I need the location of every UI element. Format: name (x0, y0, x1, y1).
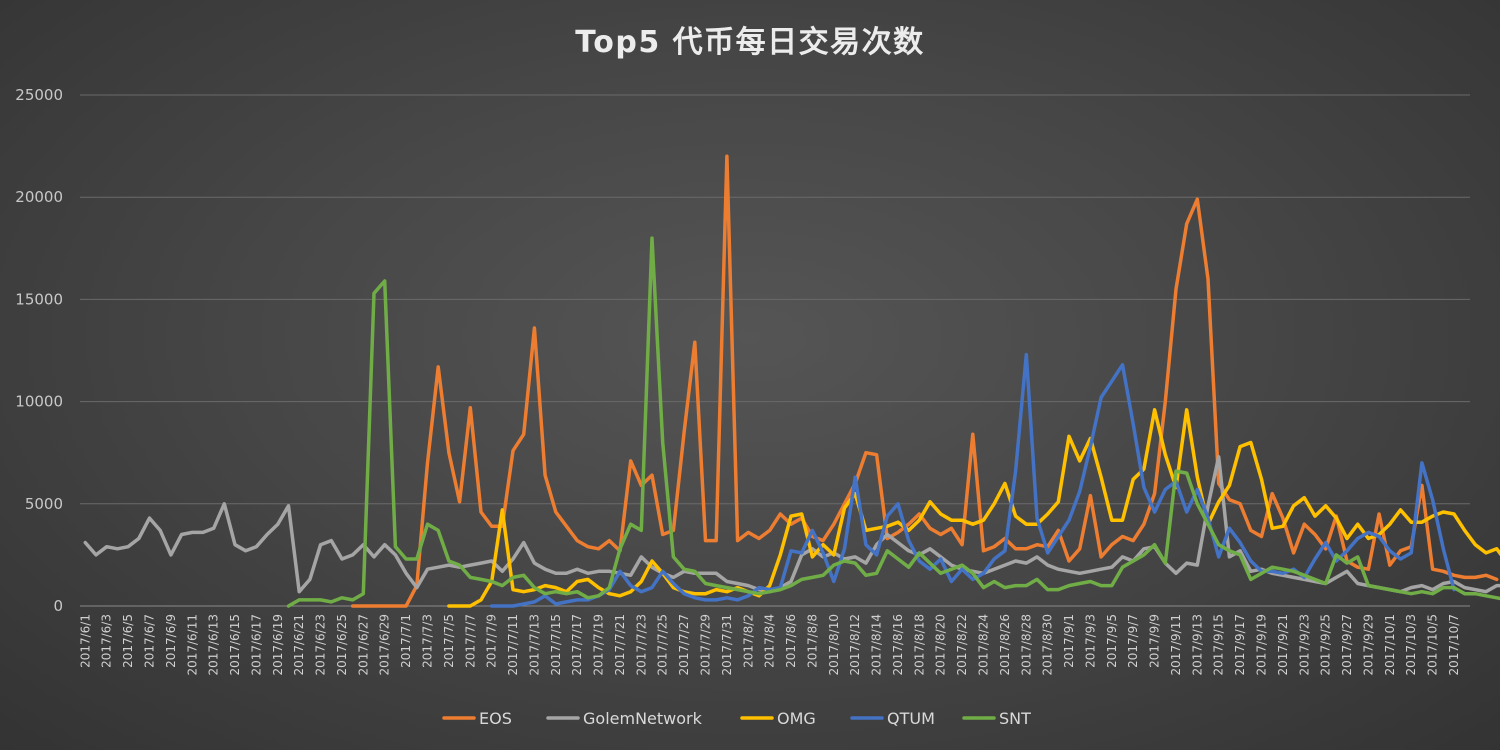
y-tick-label: 20000 (15, 188, 63, 206)
y-tick-label: 10000 (15, 393, 63, 411)
x-tick-label: 2017/10/5 (1426, 614, 1440, 676)
x-tick-label: 2017/6/15 (228, 614, 242, 676)
x-tick-label: 2017/8/26 (998, 614, 1012, 676)
x-tick-label: 2017/8/28 (1019, 614, 1033, 676)
x-tick-label: 2017/8/10 (827, 614, 841, 676)
x-tick-label: 2017/9/7 (1126, 614, 1140, 668)
x-tick-label: 2017/9/17 (1233, 614, 1247, 676)
legend-label: SNT (999, 709, 1031, 728)
y-tick-label: 5000 (25, 495, 63, 513)
x-tick-label: 2017/7/25 (656, 614, 670, 676)
x-tick-label: 2017/7/5 (442, 614, 456, 668)
x-tick-label: 2017/9/3 (1083, 614, 1097, 668)
x-tick-label: 2017/6/21 (292, 614, 306, 676)
x-tick-label: 2017/9/23 (1297, 614, 1311, 676)
x-tick-label: 2017/8/24 (977, 614, 991, 676)
series-line-snt (286, 236, 1500, 608)
x-tick-label: 2017/7/11 (506, 614, 520, 676)
legend: EOS GolemNetwork OMG QTUM SNT (442, 709, 1031, 728)
x-tick-label: 2017/9/5 (1105, 614, 1119, 668)
x-tick-label: 2017/6/7 (143, 614, 157, 668)
x-tick-label: 2017/8/22 (955, 614, 969, 676)
x-tick-label: 2017/7/31 (720, 614, 734, 676)
legend-label: OMG (777, 709, 816, 728)
x-tick-label: 2017/7/29 (699, 614, 713, 676)
x-tick-label: 2017/6/11 (185, 614, 199, 676)
x-tick-label: 2017/6/23 (314, 614, 328, 676)
x-tick-label: 2017/8/16 (891, 614, 905, 676)
x-tick-label: 2017/8/2 (741, 614, 755, 668)
y-tick-label: 15000 (15, 290, 63, 308)
x-tick-label: 2017/9/27 (1340, 614, 1354, 676)
legend-label: QTUM (887, 709, 935, 728)
x-tick-label: 2017/9/1 (1062, 614, 1076, 668)
series-line-eos (350, 154, 1499, 608)
x-tick-label: 2017/6/27 (356, 614, 370, 676)
x-tick-label: 2017/7/19 (592, 614, 606, 676)
x-tick-label: 2017/6/25 (335, 614, 349, 676)
x-tick-label: 2017/6/3 (100, 614, 114, 668)
x-tick-label: 2017/8/8 (805, 614, 819, 668)
x-tick-label: 2017/9/29 (1361, 614, 1375, 676)
legend-label: EOS (479, 709, 512, 728)
x-tick-label: 2017/6/13 (207, 614, 221, 676)
y-tick-label: 25000 (15, 86, 63, 104)
legend-label: GolemNetwork (583, 709, 703, 728)
x-tick-label: 2017/6/19 (271, 614, 285, 676)
x-tick-label: 2017/6/9 (164, 614, 178, 668)
x-tick-label: 2017/6/17 (249, 614, 263, 676)
x-tick-label: 2017/9/9 (1148, 614, 1162, 668)
x-tick-label: 2017/9/19 (1255, 614, 1269, 676)
x-tick-label: 2017/7/1 (399, 614, 413, 668)
x-tick-label: 2017/7/7 (463, 614, 477, 668)
x-tick-label: 2017/9/13 (1190, 614, 1204, 676)
x-tick-label: 2017/9/15 (1212, 614, 1226, 676)
x-tick-label: 2017/7/15 (549, 614, 563, 676)
x-tick-label: 2017/6/1 (78, 614, 92, 668)
series-line-omg (447, 408, 1500, 608)
y-tick-label: 0 (53, 597, 63, 615)
x-tick-label: 2017/7/23 (634, 614, 648, 676)
x-tick-label: 2017/7/13 (527, 614, 541, 676)
x-tick-label: 2017/10/1 (1383, 614, 1397, 676)
series-lines (83, 154, 1500, 608)
x-tick-label: 2017/6/5 (121, 614, 135, 668)
x-tick-label: 2017/8/4 (763, 614, 777, 668)
x-tick-label: 2017/8/14 (870, 614, 884, 676)
chart-title: Top5 代币每日交易次数 (575, 25, 924, 60)
x-tick-label: 2017/6/29 (378, 614, 392, 676)
x-tick-label: 2017/8/12 (848, 614, 862, 676)
y-axis: 0 5000 10000 15000 20000 25000 (15, 86, 63, 615)
x-tick-label: 2017/7/9 (485, 614, 499, 668)
x-tick-label: 2017/8/30 (1041, 614, 1055, 676)
x-tick-label: 2017/8/18 (912, 614, 926, 676)
x-tick-label: 2017/9/11 (1169, 614, 1183, 676)
x-tick-label: 2017/9/25 (1319, 614, 1333, 676)
x-tick-label: 2017/10/7 (1447, 614, 1461, 676)
series-line-qtum (489, 352, 1456, 608)
x-tick-label: 2017/7/21 (613, 614, 627, 676)
x-tick-label: 2017/7/3 (421, 614, 435, 668)
x-tick-label: 2017/7/27 (677, 614, 691, 676)
gridlines (80, 94, 1470, 607)
x-tick-label: 2017/7/17 (570, 614, 584, 676)
x-axis: 2017/6/1 2017/6/3 2017/6/5 2017/6/7 2017/6/9… (78, 614, 1461, 676)
x-tick-label: 2017/8/6 (784, 614, 798, 668)
x-tick-label: 2017/10/3 (1404, 614, 1418, 676)
x-tick-label: 2017/9/21 (1276, 614, 1290, 676)
x-tick-label: 2017/8/20 (934, 614, 948, 676)
